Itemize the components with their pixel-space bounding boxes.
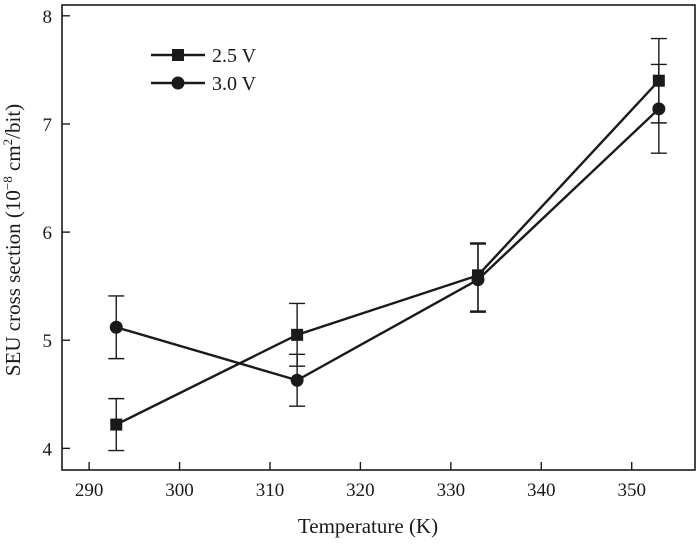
x-tick-label: 330	[437, 480, 466, 501]
series-3-0v-point	[652, 102, 666, 116]
y-tick-label: 4	[43, 439, 53, 460]
series-3-0v-point	[109, 320, 123, 334]
y-axis-title-exponent: −8	[0, 176, 15, 190]
y-axis-title-unit-exponent: 2	[0, 139, 15, 146]
legend: 2.5 V 3.0 V	[151, 45, 257, 95]
legend-3-0v-label: 3.0 V	[212, 73, 257, 95]
series-2-5v-point	[110, 418, 123, 431]
series-3-0v-point	[290, 373, 304, 387]
y-axis-title: SEU cross section (10−8 cm2/bit)	[0, 104, 25, 376]
series-3-0v	[108, 63, 667, 407]
y-axis-title-suffix: /bit)	[1, 104, 25, 139]
y-tick-label: 6	[43, 223, 53, 244]
series-2-5v-line	[115, 79, 660, 426]
x-tick-label: 290	[75, 480, 104, 501]
y-axis-title-unit: cm	[1, 145, 25, 176]
y-axis-ticks: 4 5 6 7 8	[43, 7, 70, 460]
y-tick-label: 5	[43, 331, 53, 352]
x-tick-label: 340	[527, 480, 556, 501]
x-axis-title: Temperature (K)	[298, 514, 438, 538]
x-tick-label: 310	[256, 480, 285, 501]
y-tick-label: 7	[43, 115, 53, 136]
series-3-0v-line	[115, 107, 660, 382]
legend-2-5v-label: 2.5 V	[212, 45, 257, 67]
series-3-0v-point	[471, 273, 485, 287]
legend-2-5v-marker	[172, 49, 184, 61]
series-2-5v-point	[291, 328, 304, 341]
series-2-5v	[108, 37, 667, 452]
y-tick-label: 8	[43, 7, 53, 28]
legend-3-0v-marker	[171, 76, 185, 90]
x-tick-label: 300	[165, 480, 194, 501]
y-axis-title-prefix: SEU cross section (10	[1, 190, 25, 376]
plot-area-frame	[61, 4, 696, 471]
x-axis-ticks: 290 300 310 320 330 340 350	[75, 462, 646, 501]
series-layer	[108, 37, 667, 452]
x-tick-label: 350	[617, 480, 646, 501]
x-tick-label: 320	[346, 480, 375, 501]
